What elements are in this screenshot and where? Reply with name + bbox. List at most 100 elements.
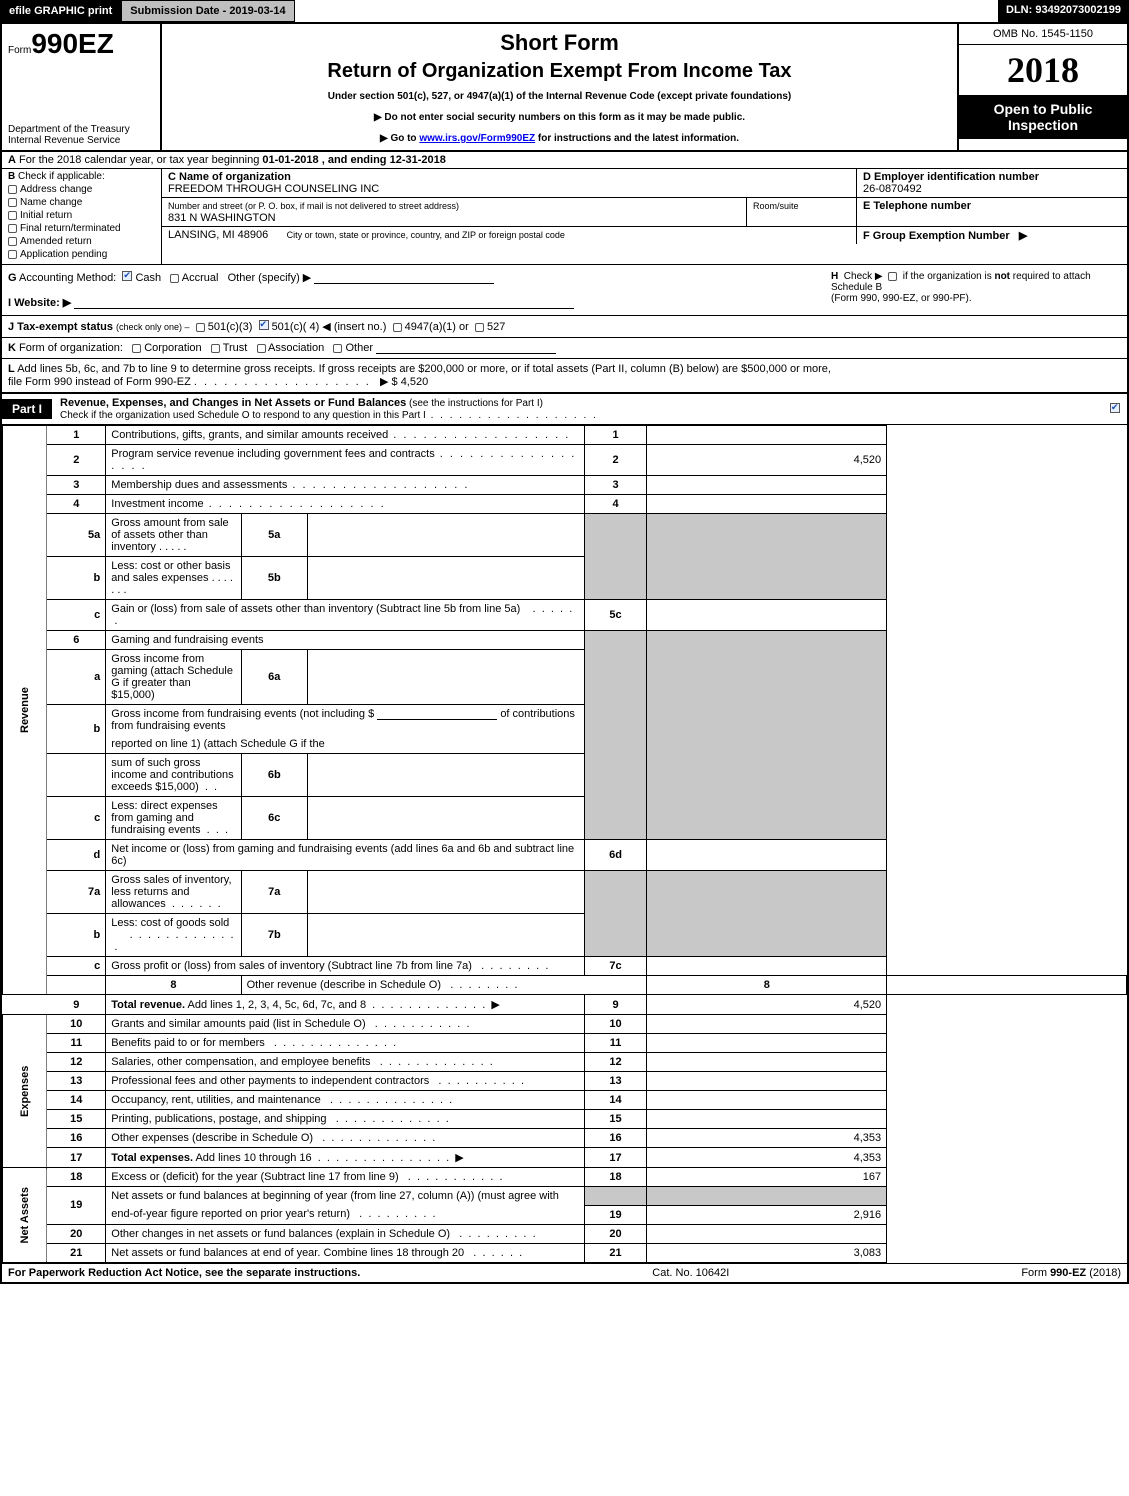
h-text1: Check ▶	[844, 271, 883, 282]
l6-desc: Gaming and fundraising events	[111, 634, 263, 646]
l12-num: 12	[47, 1053, 106, 1072]
l15-key: 15	[584, 1110, 647, 1129]
side-revenue: Revenue	[3, 426, 47, 995]
section-f: F Group Exemption Number ▶	[857, 227, 1127, 244]
l13-val	[647, 1072, 887, 1091]
c-label: C Name of organization	[168, 171, 291, 183]
shade-19	[584, 1187, 647, 1206]
line-6c: c Less: direct expenses from gaming and …	[3, 797, 1127, 840]
line-8: 8 Other revenue (describe in Schedule O)…	[3, 976, 1127, 995]
h-not: not	[994, 271, 1010, 282]
l17-num: 17	[47, 1148, 106, 1168]
i-label: I Website: ▶	[8, 297, 71, 309]
chk-corp[interactable]	[132, 344, 141, 353]
chk-address-change[interactable]: Address change	[8, 184, 155, 195]
j-label: J Tax-exempt status	[8, 321, 113, 333]
open-line2: Inspection	[961, 117, 1125, 133]
l8-val	[887, 976, 1127, 995]
line-6d: d Net income or (loss) from gaming and f…	[3, 840, 1127, 871]
chk-cash[interactable]	[122, 271, 132, 281]
chk-trust[interactable]	[211, 344, 220, 353]
l14-val	[647, 1091, 887, 1110]
k-other-field[interactable]	[376, 342, 556, 354]
line-20: 20 Other changes in net assets or fund b…	[3, 1224, 1127, 1243]
chk-h[interactable]	[888, 272, 897, 281]
chk-name-change[interactable]: Name change	[8, 197, 155, 208]
chk-other-org[interactable]	[333, 344, 342, 353]
row-k: K Form of organization: Corporation Trus…	[2, 337, 1127, 358]
l15-num: 15	[47, 1110, 106, 1129]
l1-desc: Contributions, gifts, grants, and simila…	[111, 429, 388, 441]
section-h: H Check ▶ if the organization is not req…	[831, 271, 1121, 309]
l10-desc: Grants and similar amounts paid (list in…	[111, 1018, 365, 1030]
address-box: Number and street (or P. O. box, if mail…	[162, 198, 747, 227]
line-5a: 5a Gross amount from sale of assets othe…	[3, 514, 1127, 557]
h-text2: if the organization is	[903, 271, 995, 282]
omb-number: OMB No. 1545-1150	[959, 24, 1127, 45]
chk-4947[interactable]	[393, 323, 402, 332]
l5b-mk: 5b	[241, 557, 307, 600]
dept-treasury: Department of the Treasury	[8, 124, 154, 135]
l11-val	[647, 1034, 887, 1053]
k-opt1: Trust	[223, 342, 248, 354]
l7a-desc: Gross sales of inventory, less returns a…	[111, 874, 231, 910]
l6b-blank	[47, 754, 106, 797]
l8-desc: Other revenue (describe in Schedule O)	[247, 979, 441, 991]
footer-left: For Paperwork Reduction Act Notice, see …	[8, 1267, 360, 1279]
part1-checkbox[interactable]	[1103, 403, 1127, 416]
row-g-h: G Accounting Method: Cash Accrual Other …	[2, 265, 1127, 315]
return-title: Return of Organization Exempt From Incom…	[172, 60, 947, 83]
chk-initial-return[interactable]: Initial return	[8, 210, 155, 221]
chk-501c4[interactable]	[259, 320, 269, 330]
l5a-desc: Gross amount from sale of assets other t…	[111, 517, 228, 553]
l14-key: 14	[584, 1091, 647, 1110]
row-a-label: A	[8, 154, 16, 166]
l6b-mv	[307, 754, 584, 797]
line-4: 4 Investment income 4	[3, 495, 1127, 514]
l12-val	[647, 1053, 887, 1072]
l-text1: Add lines 5b, 6c, and 7b to line 9 to de…	[17, 363, 831, 375]
l15-val	[647, 1110, 887, 1129]
g-other-field[interactable]	[314, 272, 494, 284]
org-name: FREEDOM THROUGH COUNSELING INC	[168, 183, 379, 195]
side-blank1	[47, 976, 106, 995]
line-9: 9 Total revenue. Add lines 1, 2, 3, 4, 5…	[3, 995, 1127, 1015]
line-3: 3 Membership dues and assessments 3	[3, 476, 1127, 495]
chk-527[interactable]	[475, 323, 484, 332]
chk-accrual[interactable]	[170, 274, 179, 283]
irs-link[interactable]: www.irs.gov/Form990EZ	[419, 133, 535, 144]
l9-desc2: Add lines 1, 2, 3, 4, 5c, 6d, 7c, and 8	[185, 999, 366, 1011]
l6d-key: 6d	[584, 840, 647, 871]
website-field[interactable]	[74, 297, 574, 309]
submission-date-button[interactable]: Submission Date - 2019-03-14	[121, 0, 294, 22]
chk-amended-return[interactable]: Amended return	[8, 236, 155, 247]
open-line1: Open to Public	[961, 101, 1125, 117]
l6b-field[interactable]	[377, 708, 497, 720]
form-number: 990EZ	[31, 28, 114, 59]
l6c-num: c	[47, 797, 106, 840]
l4-desc: Investment income	[111, 498, 203, 510]
l10-val	[647, 1015, 887, 1034]
l19-num: 19	[47, 1187, 106, 1225]
chk-label-0: Address change	[20, 184, 92, 195]
line-14: 14 Occupancy, rent, utilities, and maint…	[3, 1091, 1127, 1110]
l6-num: 6	[47, 631, 106, 650]
d-label: D Employer identification number	[863, 171, 1039, 183]
l7c-val	[647, 957, 887, 976]
l6d-num: d	[47, 840, 106, 871]
l6b-d1: Gross income from fundraising events (no…	[111, 708, 374, 720]
dln-label: DLN: 93492073002199	[998, 0, 1129, 22]
chk-501c3[interactable]	[196, 323, 205, 332]
chk-application-pending[interactable]: Application pending	[8, 249, 155, 260]
chk-assoc[interactable]	[257, 344, 266, 353]
section-b-to-f: B Check if applicable: Address change Na…	[2, 169, 1127, 265]
k-opt0: Corporation	[144, 342, 201, 354]
chk-final-return[interactable]: Final return/terminated	[8, 223, 155, 234]
efile-print-button[interactable]: efile GRAPHIC print	[0, 0, 121, 22]
g-other: Other (specify) ▶	[228, 272, 312, 284]
shade-7	[584, 871, 647, 957]
addr-value: 831 N WASHINGTON	[168, 212, 276, 224]
footer-mid: Cat. No. 10642I	[652, 1267, 729, 1279]
line-6b-2: reported on line 1) (attach Schedule G i…	[3, 735, 1127, 754]
instr-link-row: ▶ Go to www.irs.gov/Form990EZ for instru…	[172, 133, 947, 144]
